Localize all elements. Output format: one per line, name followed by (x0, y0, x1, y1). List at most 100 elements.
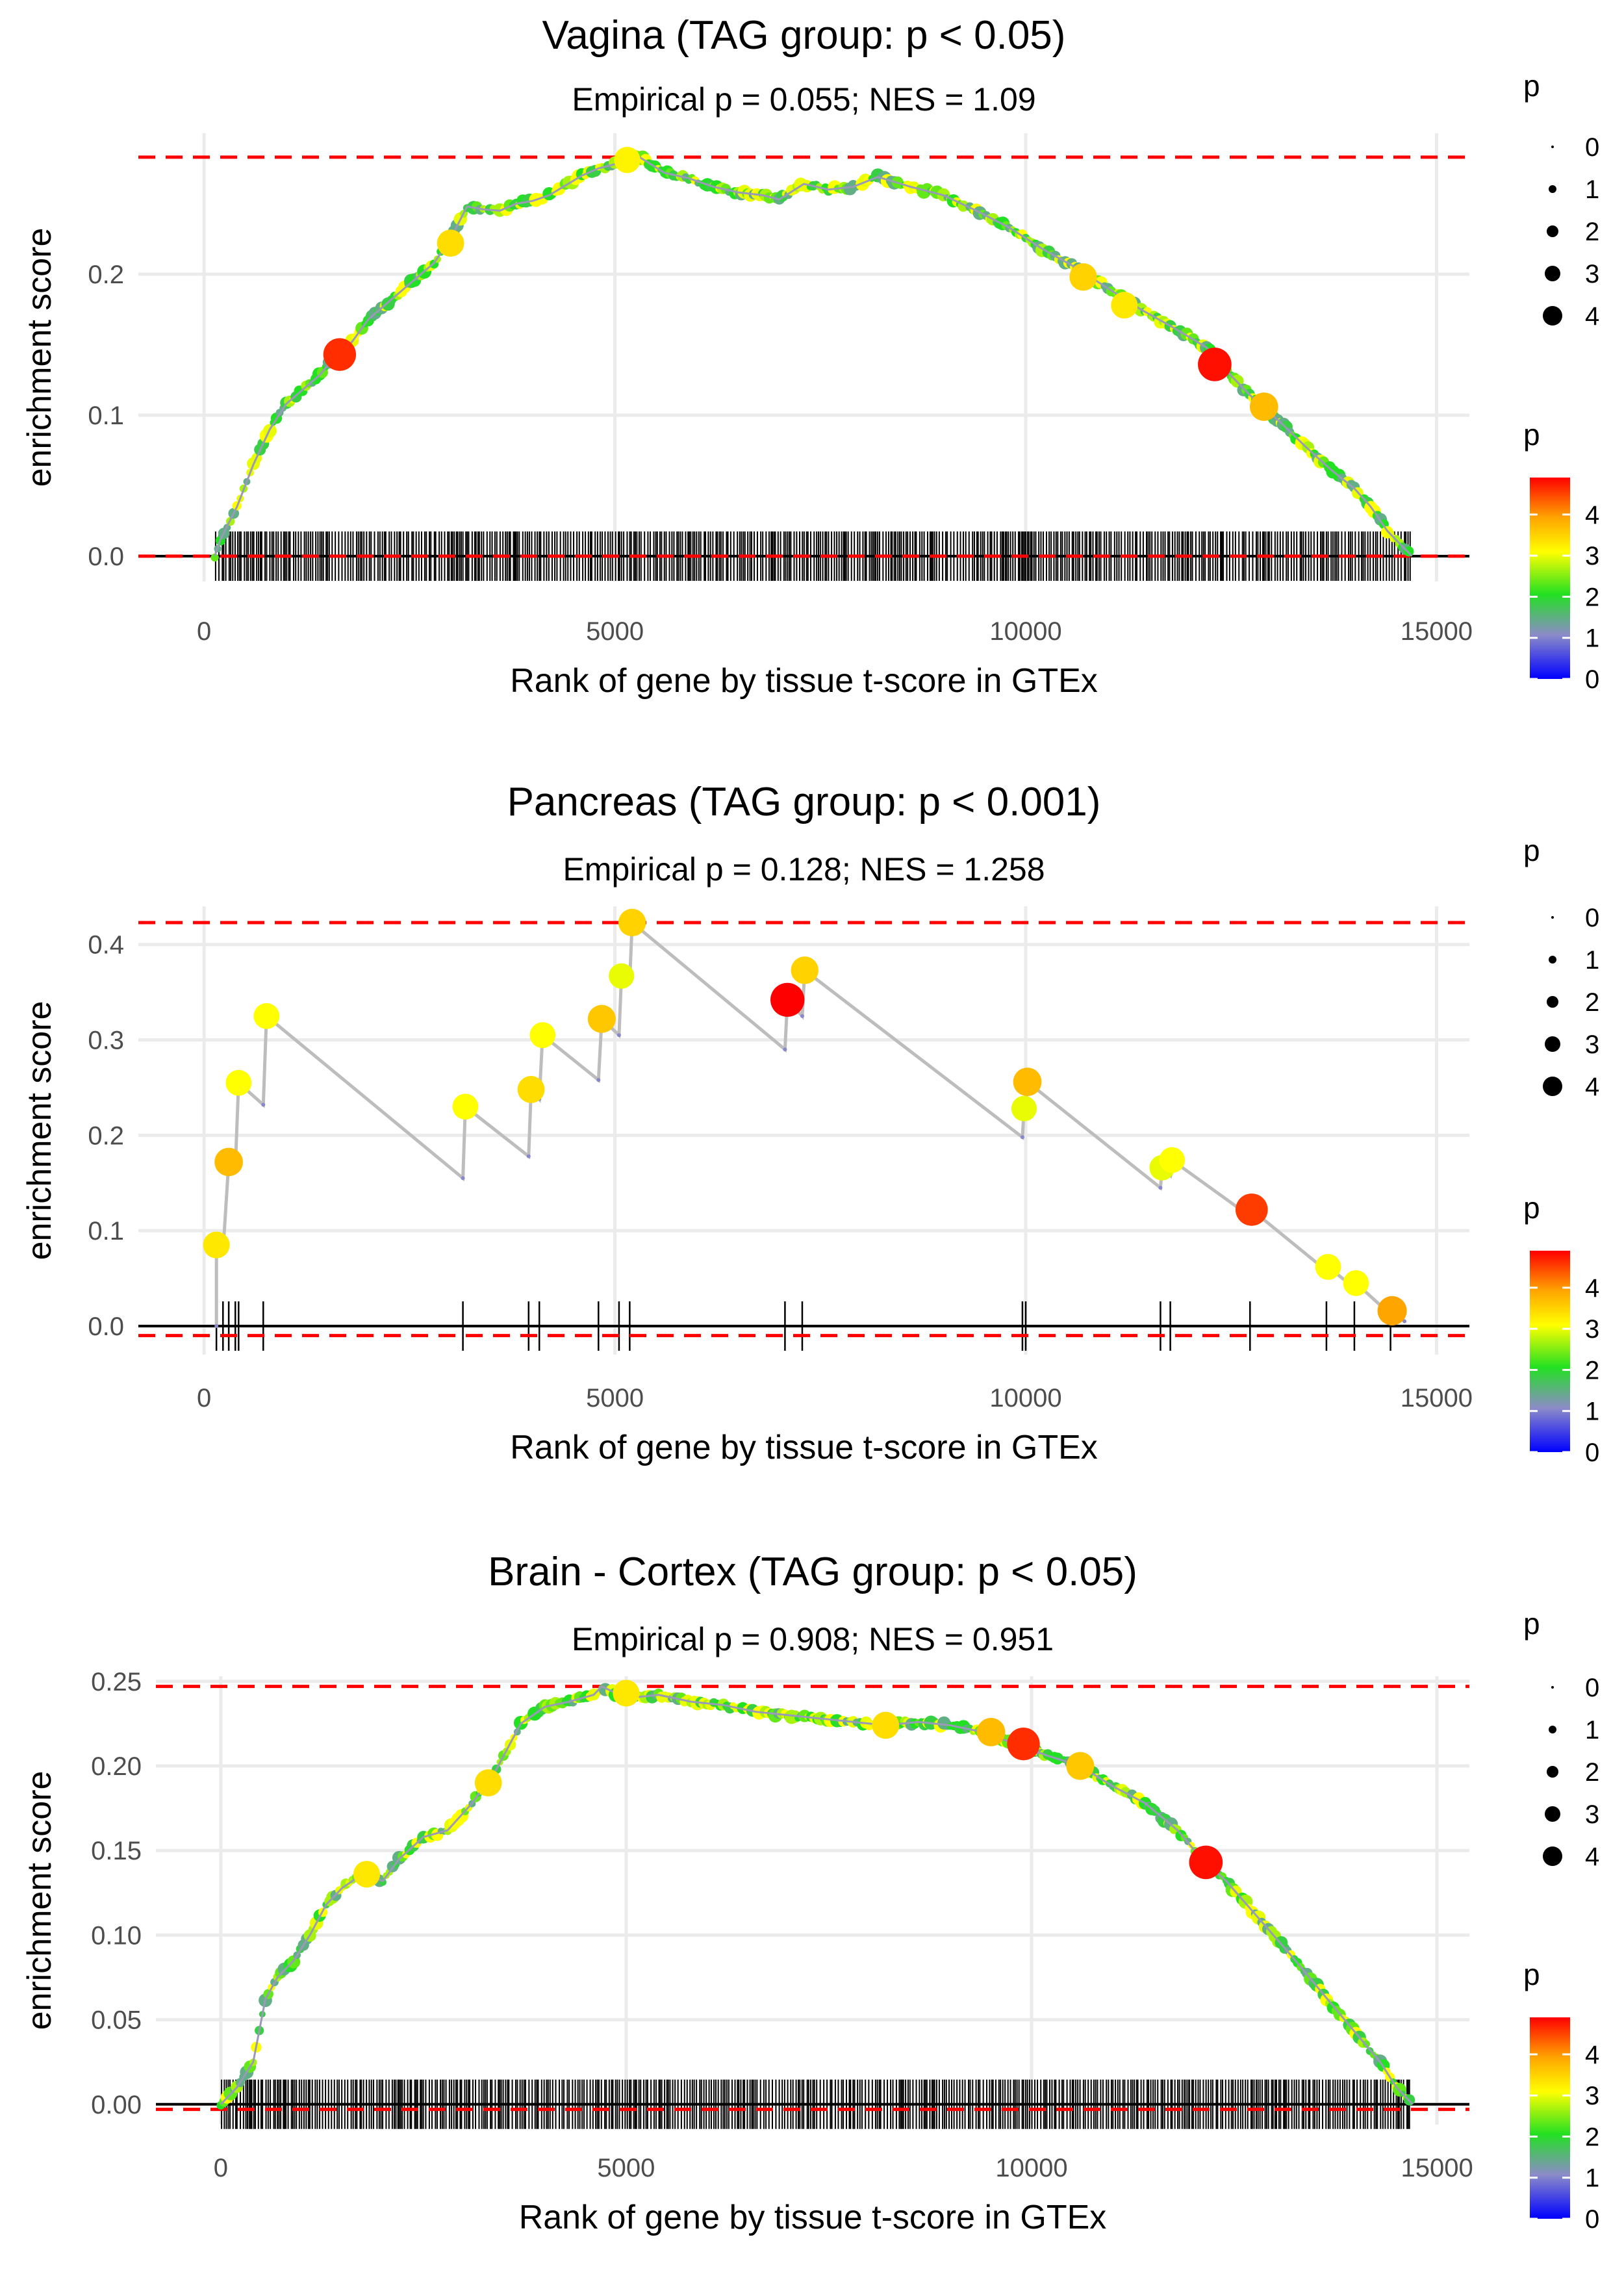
size-legend-label: 3 (1585, 1030, 1599, 1059)
size-legend-label: 2 (1585, 1758, 1599, 1787)
size-legend-dot (1543, 306, 1562, 326)
size-legend-label: 0 (1585, 1674, 1599, 1702)
highlight-point (791, 956, 818, 984)
es-point (1403, 546, 1414, 557)
es-curve (214, 156, 1413, 557)
highlight-point (517, 1075, 545, 1103)
x-tick-label: 15000 (1401, 1384, 1473, 1412)
highlight-point (613, 1680, 640, 1707)
color-legend-title: p (1523, 1958, 1540, 1991)
color-legend-label: 0 (1585, 665, 1599, 694)
color-legend-label: 2 (1585, 2123, 1599, 2151)
size-legend-title: p (1523, 69, 1540, 103)
es-curve-markers (216, 1683, 1415, 2110)
highlight-points (353, 1680, 1223, 1888)
color-legend-label: 3 (1585, 2082, 1599, 2110)
y-axis-label: enrichment score (21, 228, 58, 487)
color-legend-bar (1530, 2017, 1570, 2219)
x-tick-label: 0 (214, 2154, 228, 2182)
y-tick-label: 0.00 (91, 2091, 142, 2119)
chart-subtitle: Empirical p = 0.055; NES = 1.09 (572, 81, 1035, 118)
size-legend-dot (1543, 1846, 1562, 1866)
color-legend-label: 2 (1585, 1356, 1599, 1385)
x-axis-label: Rank of gene by tissue t-score in GTEx (519, 2199, 1107, 2236)
highlight-point (587, 1004, 616, 1033)
color-legend-label: 0 (1585, 2205, 1599, 2234)
highlight-point (976, 1718, 1006, 1746)
y-tick-label: 0.05 (91, 2006, 142, 2035)
x-tick-label: 15000 (1401, 617, 1473, 646)
color-legend-title: p (1523, 418, 1540, 452)
highlight-points (203, 908, 1407, 1326)
color-legend-label: 3 (1585, 542, 1599, 570)
es-curve (214, 919, 1406, 1326)
size-legend-label: 1 (1585, 1716, 1599, 1744)
y-axis-label: enrichment score (21, 1001, 58, 1260)
highlight-point (1198, 348, 1232, 381)
highlight-point (770, 982, 805, 1017)
legend-3: p 0 1 2 3 4 p 4 3 2 1 0 (1523, 1607, 1599, 2234)
size-legend-title: p (1523, 834, 1540, 867)
size-legend-label: 3 (1585, 260, 1599, 288)
highlight-point (1189, 1845, 1223, 1880)
chart-panel-3: Brain - Cortex (TAG group: p < 0.05) Empi… (21, 1550, 1599, 2236)
size-legend-label: 1 (1585, 175, 1599, 204)
highlight-point (1235, 1194, 1268, 1226)
color-legend-label: 1 (1585, 1398, 1599, 1426)
y-tick-label: 0.10 (91, 1921, 142, 1950)
highlight-point (323, 338, 357, 371)
size-legend-dot (1545, 1036, 1560, 1052)
legend-2: p 0 1 2 3 4 p 4 3 2 1 0 (1523, 834, 1599, 1467)
highlight-point (437, 229, 464, 257)
size-legend-label: 4 (1585, 302, 1599, 331)
highlight-point (872, 1711, 900, 1739)
color-legend-label: 4 (1585, 2041, 1599, 2069)
legend-1: p 0 1 2 3 4 p 4 3 2 1 0 (1523, 69, 1599, 694)
highlight-point (1249, 392, 1278, 421)
x-tick-label: 15000 (1401, 2154, 1473, 2182)
y-tick-label: 0.1 (88, 402, 124, 430)
x-tick-label: 10000 (995, 2154, 1067, 2182)
size-legend-dot (1551, 916, 1554, 919)
chart-panel-1: Vagina (TAG group: p < 0.05) Empirical p … (21, 13, 1599, 700)
size-legend-dot (1547, 225, 1558, 237)
size-legend-dot (1545, 266, 1560, 281)
color-legend-label: 2 (1585, 583, 1599, 611)
size-legend-label: 2 (1585, 218, 1599, 246)
highlight-point (1011, 1095, 1037, 1121)
x-tick-label: 0 (197, 1384, 211, 1412)
size-legend-dot (1547, 996, 1558, 1008)
x-tick-label: 5000 (586, 617, 644, 646)
highlight-point (225, 1069, 252, 1096)
size-legend-label: 0 (1585, 133, 1599, 162)
highlight-point (1315, 1254, 1341, 1280)
size-legend-dot (1551, 1686, 1554, 1689)
chart-subtitle: Empirical p = 0.128; NES = 1.258 (563, 851, 1045, 888)
color-legend-label: 3 (1585, 1315, 1599, 1344)
color-legend-bar (1530, 478, 1570, 679)
x-axis-label: Rank of gene by tissue t-score in GTEx (510, 662, 1098, 700)
es-point (214, 1323, 219, 1328)
highlight-point (1069, 263, 1097, 291)
chart-panel-2: Pancreas (TAG group: p < 0.001) Empirical… (21, 780, 1599, 1467)
size-legend-dot (1549, 1726, 1556, 1733)
highlight-point (474, 1769, 502, 1796)
es-point (596, 1078, 601, 1082)
highlight-point (1377, 1296, 1407, 1326)
color-legend-title: p (1523, 1191, 1540, 1225)
size-legend-label: 3 (1585, 1800, 1599, 1829)
x-tick-label: 10000 (989, 617, 1061, 646)
y-tick-label: 0.3 (88, 1027, 124, 1055)
highlight-point (529, 1022, 556, 1049)
y-tick-label: 0.25 (91, 1668, 142, 1696)
color-legend-bar (1530, 1251, 1570, 1452)
size-legend-label: 4 (1585, 1843, 1599, 1871)
highlight-point (203, 1231, 230, 1258)
highlight-point (1343, 1270, 1369, 1296)
x-tick-label: 0 (197, 617, 211, 646)
es-curve-markers (210, 150, 1414, 562)
highlight-points (323, 146, 1278, 421)
highlight-point (1159, 1147, 1186, 1173)
x-axis-label: Rank of gene by tissue t-score in GTEx (510, 1429, 1098, 1466)
